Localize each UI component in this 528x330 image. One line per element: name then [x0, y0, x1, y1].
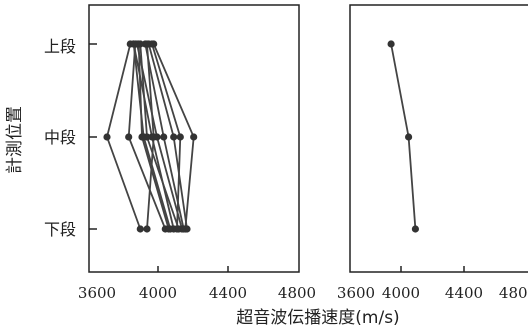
category-label-bottom: 下段 — [44, 220, 76, 239]
left-data-point-11-1 — [130, 40, 138, 48]
left-data-point-1-3 — [136, 225, 144, 233]
right-data-point-1-3 — [411, 225, 419, 233]
right-x-tick-label-3600: 3600 — [337, 284, 375, 302]
left-data-point-1-2 — [103, 133, 111, 141]
y-axis-title: 計測位置 — [5, 106, 25, 174]
left-data-point-12-1 — [143, 40, 151, 48]
left-data-point-10-2 — [176, 133, 184, 141]
left-series-line-1 — [106, 43, 142, 230]
left-data-point-10-3 — [173, 225, 181, 233]
left-data-point-7-2 — [190, 133, 198, 141]
left-data-point-6-2 — [170, 133, 178, 141]
right-data-point-1-2 — [405, 133, 413, 141]
right-x-tick-label-4400: 4400 — [445, 284, 483, 302]
left-data-point-11-3 — [166, 225, 174, 233]
left-x-tick-label-4400: 4400 — [209, 284, 247, 302]
right-data-point-1-1 — [387, 40, 395, 48]
category-label-middle: 中段 — [44, 128, 76, 147]
left-data-point-11-2 — [140, 133, 148, 141]
left-series-group — [103, 40, 198, 233]
left-x-tick-label-4000: 4000 — [139, 284, 177, 302]
left-plot-frame — [88, 4, 300, 273]
left-data-point-12-2 — [150, 133, 158, 141]
left-data-point-10-1 — [148, 40, 156, 48]
left-data-point-12-3 — [143, 225, 151, 233]
left-x-tick-label-4800: 4800 — [278, 284, 316, 302]
right-x-tick-label-4800: 4800 — [499, 284, 528, 302]
left-data-point-2-2 — [125, 133, 133, 141]
left-data-point-5-2 — [160, 133, 168, 141]
left-x-tick-label-3600: 3600 — [78, 284, 116, 302]
left-data-point-9-3 — [178, 225, 186, 233]
right-series-group — [387, 40, 419, 233]
right-plot-frame — [349, 4, 528, 273]
right-x-tick-label-4000: 4000 — [382, 284, 420, 302]
x-axis-title: 超音波伝播速度(m/s) — [236, 308, 399, 328]
category-label-top: 上段 — [44, 37, 76, 56]
